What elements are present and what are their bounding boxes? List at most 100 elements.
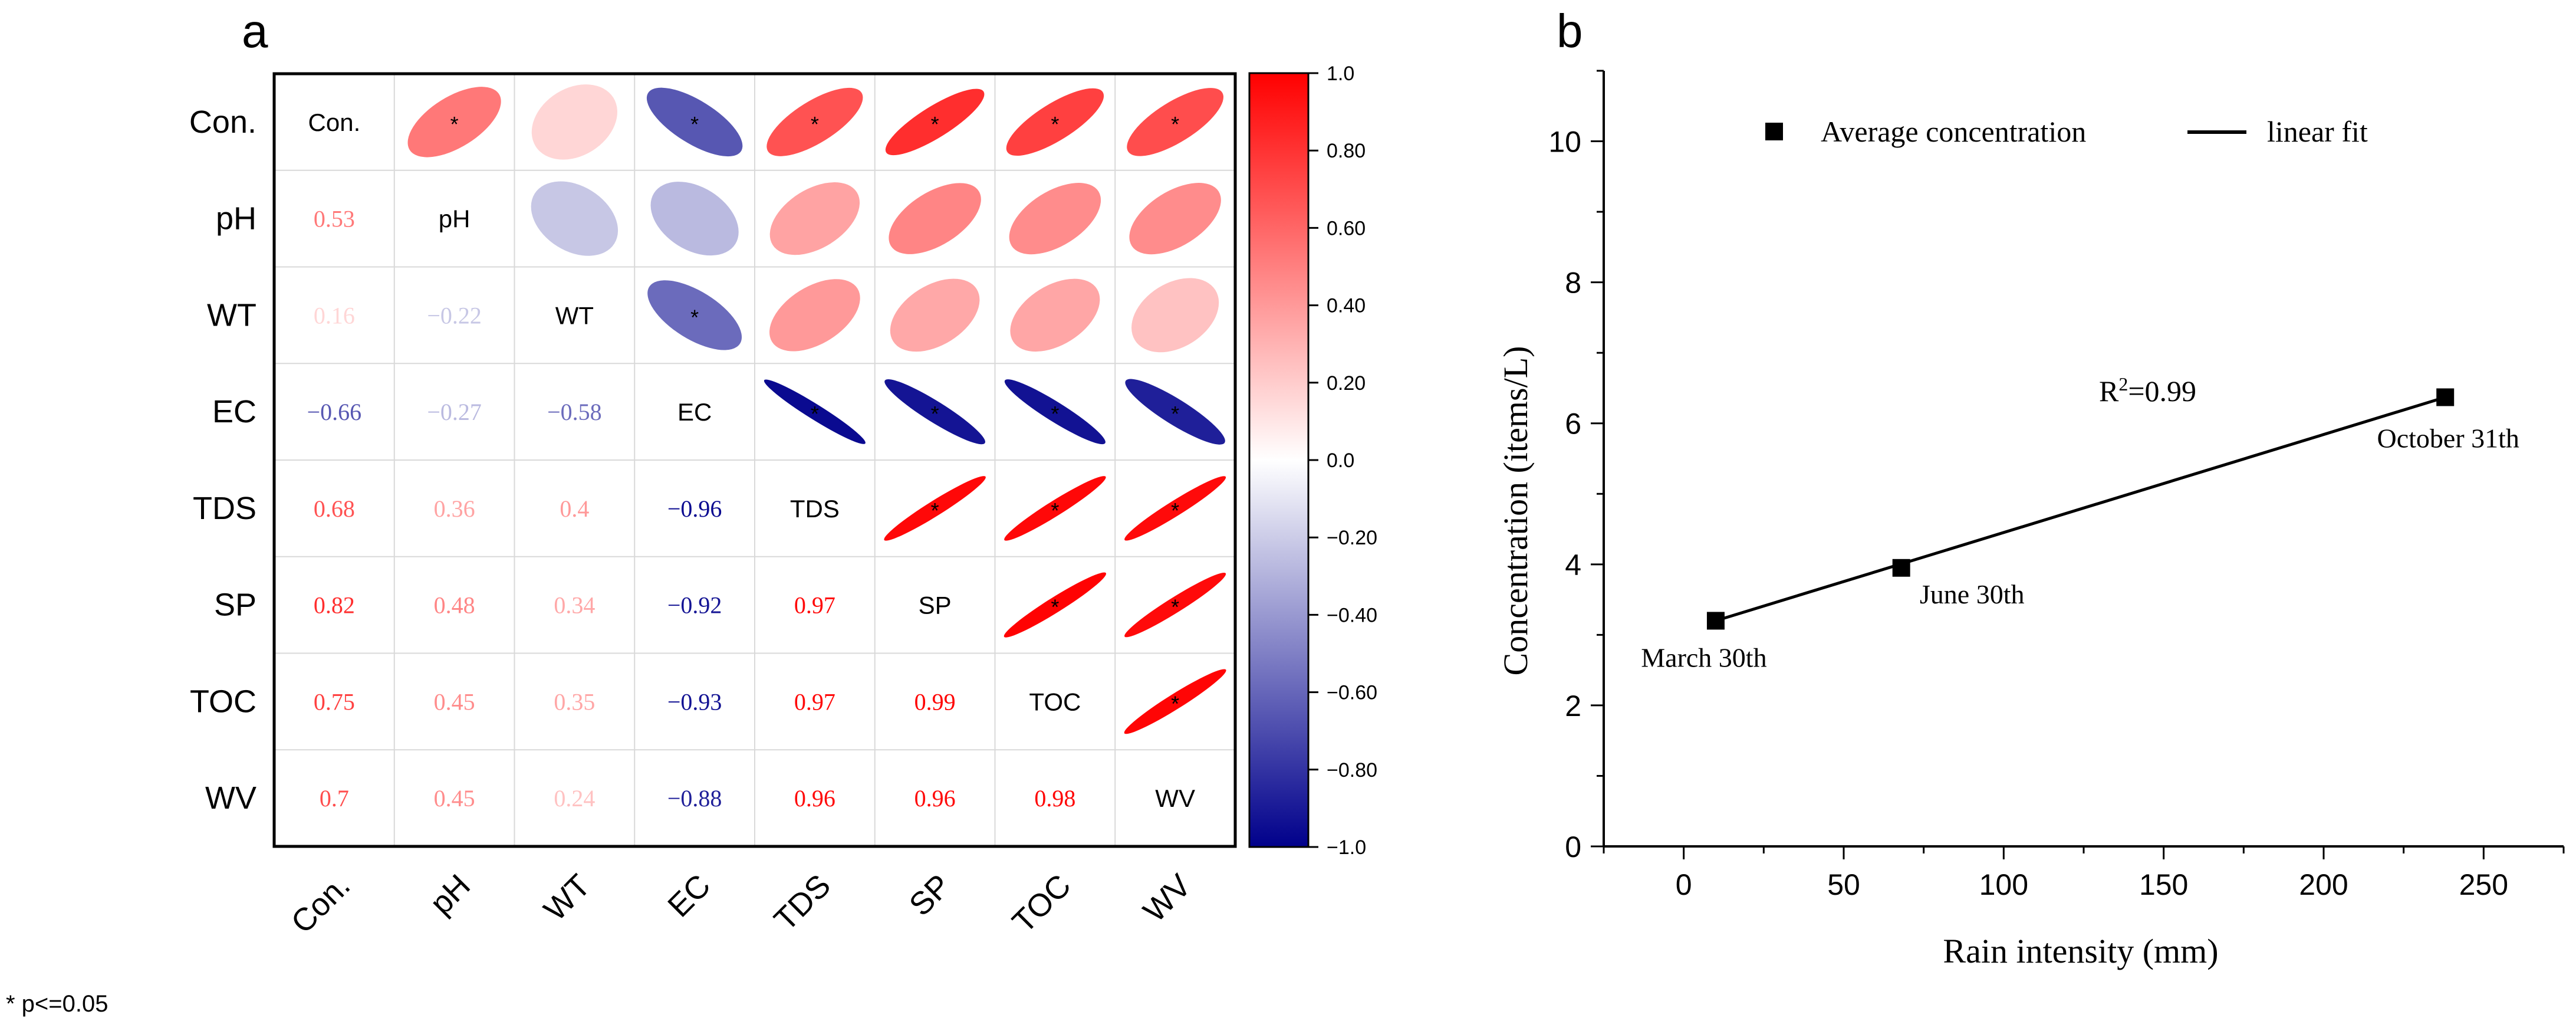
significance-marker: *: [931, 402, 939, 426]
panel-a: a Con. * * * * * * 0.53 pH 0.16 −0.22 WT * −0.66 −0.27…: [6, 5, 1377, 1017]
column-label-toc: TOC: [1006, 868, 1078, 940]
correlation-value: 0.96: [794, 785, 835, 812]
correlation-ellipse: [1127, 88, 1223, 156]
column-label-ec: EC: [661, 868, 717, 924]
row-labels: Con. pH WT EC TDS SP TOC WV: [189, 104, 256, 816]
colorbar-tick-label: 0.20: [1327, 372, 1366, 395]
diagonal-label-sp: SP: [919, 592, 952, 619]
heatmap-grid: [274, 74, 1235, 846]
column-label-con: Con.: [284, 868, 357, 940]
colorbar-tick-label: −0.80: [1327, 759, 1377, 782]
row-label-sp: SP: [214, 587, 256, 623]
correlation-value: 0.24: [554, 785, 595, 812]
correlation-ellipse: [650, 182, 739, 256]
correlation-value: 0.98: [1034, 785, 1075, 812]
significance-marker: *: [1051, 112, 1059, 136]
colorbar-tick-label: 1.0: [1327, 63, 1354, 85]
correlation-value: 0.97: [794, 688, 835, 715]
correlation-ellipse: [884, 476, 986, 541]
significance-marker: *: [931, 498, 939, 523]
correlation-value: −0.27: [427, 399, 482, 425]
correlation-ellipse: [1131, 278, 1219, 353]
correlation-ellipse: [1124, 669, 1226, 734]
row-label-ph: pH: [216, 201, 256, 237]
heatmap-cells: Con. * * * * * * 0.53 pH 0.16 −0.22 WT * −0.66 −0.27 −0…: [307, 84, 1226, 812]
heatmap-border: [272, 72, 1237, 848]
row-label-tds: TDS: [193, 491, 256, 526]
colorbar-tick-label: −0.60: [1327, 682, 1377, 704]
x-tick-label: 150: [2139, 868, 2188, 901]
x-tick-label: 100: [1979, 868, 2028, 901]
diagonal-label-tds: TDS: [790, 495, 840, 523]
colorbar-tick-label: 0.80: [1327, 140, 1366, 162]
colorbar: 1.0 0.80 0.60 0.40 0.20 0.0 −0.20 −0.40 −0.60 −0.…: [1248, 63, 1377, 859]
significance-marker: *: [1051, 402, 1059, 426]
significance-marker: *: [450, 112, 459, 136]
significance-marker: *: [1171, 498, 1179, 523]
correlation-ellipse: [1004, 379, 1106, 445]
correlation-ellipse: [769, 279, 860, 352]
data-point-square: [1892, 559, 1910, 577]
colorbar-tick-label: −0.20: [1327, 527, 1377, 549]
legend-square-marker: [1765, 123, 1783, 140]
correlation-ellipse: [647, 280, 742, 350]
x-tick-label: 50: [1827, 868, 1860, 901]
significance-marker: *: [1171, 595, 1179, 619]
column-labels: Con. pH WT EC TDS SP TOC WV: [284, 868, 1197, 940]
row-label-wt: WT: [207, 297, 256, 333]
correlation-ellipse: [1124, 572, 1226, 638]
x-axis-label: Rain intensity (mm): [1943, 932, 2218, 970]
significance-marker: *: [1171, 402, 1179, 426]
significance-marker: *: [690, 112, 699, 136]
correlation-ellipse: [884, 379, 985, 445]
correlation-ellipse: [1124, 476, 1226, 541]
significance-marker: *: [811, 112, 819, 136]
correlation-ellipse: [646, 87, 743, 157]
correlation-value: −0.66: [307, 399, 362, 425]
correlation-value: −0.92: [667, 592, 722, 619]
legend: Average concentration linear fit: [1765, 115, 2368, 148]
diagonal-label-toc: TOC: [1029, 688, 1081, 715]
correlation-ellipse: [769, 182, 860, 255]
correlation-ellipse: [766, 87, 863, 156]
correlation-ellipse: [890, 278, 980, 352]
data-point-square: [1706, 612, 1725, 630]
data-point-square: [2436, 388, 2455, 406]
correlation-value: 0.34: [554, 592, 595, 619]
correlation-value: 0.68: [314, 495, 355, 522]
r-squared-annotation: R2=0.99: [2099, 373, 2196, 408]
legend-label-average-concentration: Average concentration: [1821, 115, 2086, 148]
correlation-value: 0.16: [314, 302, 355, 329]
correlation-value: 0.99: [914, 688, 956, 715]
row-label-ec: EC: [212, 394, 256, 429]
x-tick-label: 200: [2299, 868, 2348, 901]
row-label-toc: TOC: [190, 684, 256, 719]
diagonal-label-wt: WT: [555, 301, 594, 329]
correlation-ellipse: [885, 88, 985, 156]
significance-marker: *: [1171, 112, 1179, 136]
panel-b: b 0 50 100 150 200 250 0 2 4 6 8 10 Rain intensity …: [1496, 5, 2565, 970]
legend-label-linear-fit: linear fit: [2267, 115, 2368, 148]
colorbar-ticks: 1.0 0.80 0.60 0.40 0.20 0.0 −0.20 −0.40 −0.60 −0.…: [1308, 63, 1377, 859]
diagonal-label-ph: pH: [439, 205, 471, 233]
correlation-value: 0.4: [560, 495, 589, 522]
column-label-tds: TDS: [768, 868, 838, 938]
x-tick-label: 250: [2459, 868, 2508, 901]
correlation-value: 0.36: [434, 495, 475, 522]
correlation-value: 0.97: [794, 592, 835, 619]
correlation-value: 0.96: [914, 785, 956, 812]
correlation-ellipse: [889, 183, 981, 254]
significance-footnote: * p<=0.05: [6, 991, 108, 1017]
y-tick-label: 8: [1565, 267, 1581, 300]
y-tick-label: 6: [1565, 408, 1581, 441]
column-label-sp: SP: [903, 868, 958, 922]
colorbar-gradient: [1248, 72, 1310, 848]
scatter-axes: 0 50 100 150 200 250 0 2 4 6 8 10: [1548, 70, 2565, 901]
correlation-ellipse: [1129, 183, 1221, 255]
correlation-value: 0.35: [554, 688, 595, 715]
correlation-ellipse: [531, 181, 618, 256]
column-label-wt: WT: [537, 868, 597, 928]
correlation-ellipse: [1004, 572, 1107, 638]
y-tick-label: 4: [1565, 549, 1581, 582]
